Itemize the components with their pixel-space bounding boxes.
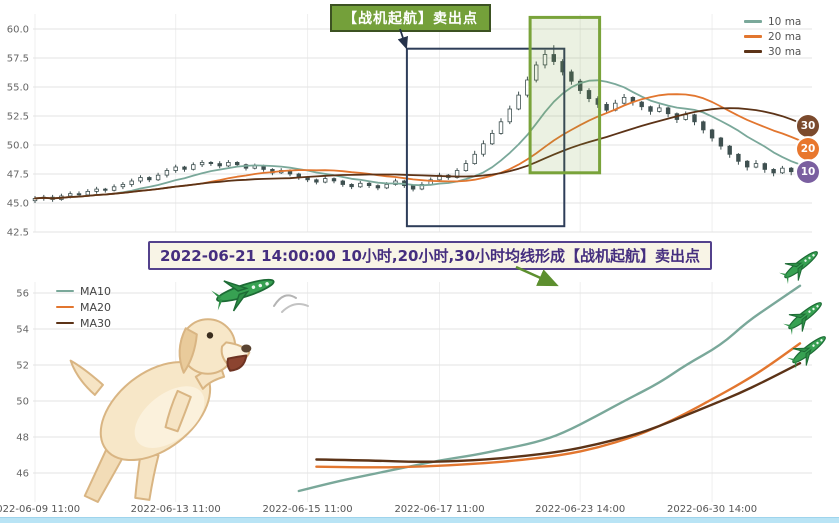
legend-item-20-ma[interactable]: 20 ma xyxy=(744,29,801,44)
svg-text:2022-06-17 11:00: 2022-06-17 11:00 xyxy=(394,504,484,515)
legend-item-10-ma[interactable]: 10 ma xyxy=(744,14,801,29)
legend-label: 20 ma xyxy=(768,30,802,43)
bottom-chart-legend: MA10 MA20 MA30 xyxy=(56,283,111,331)
svg-text:50: 50 xyxy=(16,397,29,408)
svg-text:46: 46 xyxy=(16,469,29,480)
svg-text:52: 52 xyxy=(16,361,29,372)
airplane-icon-ma20 xyxy=(780,291,833,339)
sell-zone-box xyxy=(528,15,602,175)
ma-line-chart[interactable]: 2022-06-09 11:00 2022-06-13 11:00 2022-06-… xyxy=(0,240,839,523)
svg-text:2022-06-13 11:00: 2022-06-13 11:00 xyxy=(131,504,221,515)
ma-badge-30: 30 xyxy=(797,115,819,137)
legend-swatch xyxy=(744,50,762,53)
svg-text:55.0: 55.0 xyxy=(7,83,29,94)
legend-label: MA10 xyxy=(80,284,112,298)
legend-label: 30 ma xyxy=(768,45,802,58)
svg-text:48: 48 xyxy=(16,433,29,444)
svg-text:50.0: 50.0 xyxy=(7,141,29,152)
legend-item-ma30[interactable]: MA30 xyxy=(56,315,111,331)
svg-text:45.0: 45.0 xyxy=(7,199,29,210)
airplane-icon-ma10 xyxy=(776,240,829,288)
legend-item-30-ma[interactable]: 30 ma xyxy=(744,44,801,59)
signal-description-banner: 2022-06-21 14:00:00 10小时,20小时,30小时均线形成【战… xyxy=(148,241,713,270)
top-chart-legend: 10 ma 20 ma 30 ma xyxy=(744,14,801,59)
svg-text:57.5: 57.5 xyxy=(7,54,29,65)
toy-airplane-icon xyxy=(208,262,286,318)
legend-label: MA30 xyxy=(80,316,112,330)
legend-swatch xyxy=(56,321,74,325)
line-ma20 xyxy=(315,342,802,469)
sell-point-label: 【战机起航】卖出点 xyxy=(330,4,491,32)
svg-text:42.5: 42.5 xyxy=(7,228,29,239)
motion-scribble-icon xyxy=(273,294,309,313)
svg-text:2022-06-15 11:00: 2022-06-15 11:00 xyxy=(263,504,353,515)
legend-swatch xyxy=(744,20,762,23)
svg-text:60.0: 60.0 xyxy=(7,25,29,36)
selection-box xyxy=(405,47,566,228)
ma-badge-10: 10 xyxy=(797,161,819,183)
svg-text:52.5: 52.5 xyxy=(7,112,29,123)
svg-text:2022-06-23 14:00: 2022-06-23 14:00 xyxy=(535,504,625,515)
ma-badge-20: 20 xyxy=(797,138,819,160)
candlestick-chart[interactable]: 42.5 45.0 47.5 50.0 52.5 55.0 57.5 60.0 xyxy=(0,0,839,240)
svg-text:2022-06-30 14:00: 2022-06-30 14:00 xyxy=(667,504,757,515)
ma-value-badges: 30 20 10 xyxy=(797,114,819,183)
svg-text:54: 54 xyxy=(16,325,29,336)
airplane-icon-ma30 xyxy=(784,325,837,373)
svg-text:56: 56 xyxy=(16,289,29,300)
legend-swatch xyxy=(56,289,74,293)
banner-arrow-icon xyxy=(515,265,559,287)
svg-text:2022-06-09 11:00: 2022-06-09 11:00 xyxy=(0,504,80,515)
svg-text:47.5: 47.5 xyxy=(7,170,29,181)
range-scrollbar[interactable] xyxy=(0,517,839,523)
legend-swatch xyxy=(56,305,74,309)
legend-label: 10 ma xyxy=(768,15,802,28)
legend-item-ma10[interactable]: MA10 xyxy=(56,283,111,299)
legend-item-ma20[interactable]: MA20 xyxy=(56,299,111,315)
legend-swatch xyxy=(744,35,762,38)
sell-point-arrow-icon xyxy=(397,28,408,50)
legend-label: MA20 xyxy=(80,300,112,314)
dog-illustration xyxy=(55,298,270,510)
line-ma30 xyxy=(315,362,802,463)
